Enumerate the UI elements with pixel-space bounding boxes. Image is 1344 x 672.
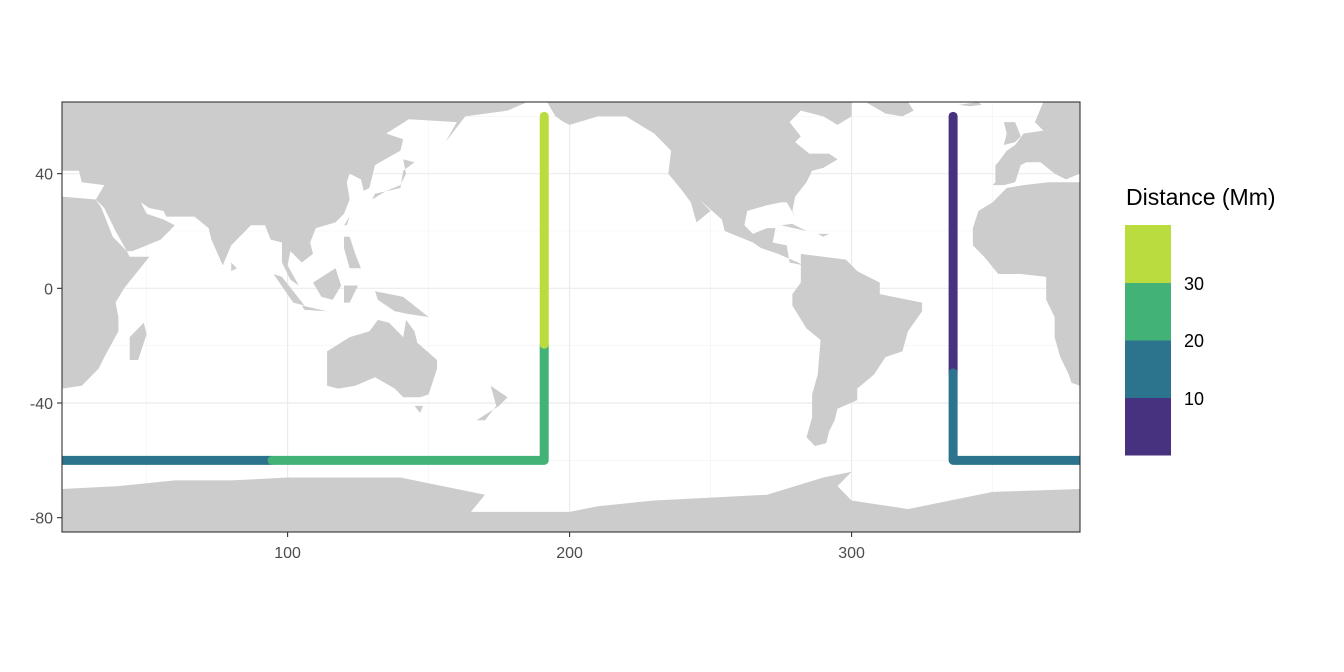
land-polygon [343, 285, 359, 303]
legend-key [1125, 397, 1171, 456]
x-axis: 100 200 300 [274, 532, 865, 562]
y-tick-label: 40 [35, 167, 53, 184]
legend-key [1125, 225, 1171, 283]
land-polygon [312, 268, 342, 300]
legend-label: 20 [1184, 331, 1204, 351]
land-polygon [1003, 122, 1021, 145]
land-polygon [817, 233, 830, 237]
land-polygon [865, 102, 914, 117]
land-polygon [972, 182, 1080, 386]
panel-border [61, 101, 1081, 533]
land-polygon [273, 274, 305, 306]
legend-key [1125, 340, 1171, 398]
path-segment [267, 339, 549, 465]
land-polygon [301, 305, 328, 312]
x-tick-label: 300 [838, 545, 865, 562]
legend-title: Distance (Mm) [1126, 184, 1276, 210]
y-tick-label: -40 [30, 396, 53, 413]
land-polygon [414, 405, 423, 414]
y-axis: -80 -40 0 40 [30, 167, 62, 528]
legend-label: 30 [1184, 274, 1204, 294]
land-polygon [375, 291, 429, 317]
distance-path [62, 111, 1080, 465]
land-polygon [792, 253, 923, 446]
land-polygon [343, 236, 361, 269]
land-polygon [327, 319, 438, 398]
land-polygon [62, 102, 528, 286]
land-polygon [62, 196, 150, 389]
x-tick-label: 100 [274, 545, 301, 562]
land-polygon [343, 216, 350, 226]
land-polygon [231, 262, 237, 272]
land-polygon [476, 385, 508, 421]
land-polygon [547, 102, 852, 266]
legend: Distance (Mm) 10 20 30 [1125, 184, 1276, 456]
legend-key [1125, 282, 1171, 341]
land-polygon [372, 159, 415, 200]
x-tick-label: 200 [556, 545, 583, 562]
legend-label: 10 [1184, 389, 1204, 409]
land-polygon [129, 322, 147, 360]
land-polygon [958, 102, 982, 107]
land-polygon [781, 223, 807, 231]
land-polygon [992, 102, 1080, 186]
land-layer [62, 102, 1080, 532]
land-polygon [62, 471, 1080, 532]
y-tick-label: 0 [44, 281, 53, 298]
y-tick-label: -80 [30, 511, 53, 528]
path-segment [948, 368, 1080, 465]
